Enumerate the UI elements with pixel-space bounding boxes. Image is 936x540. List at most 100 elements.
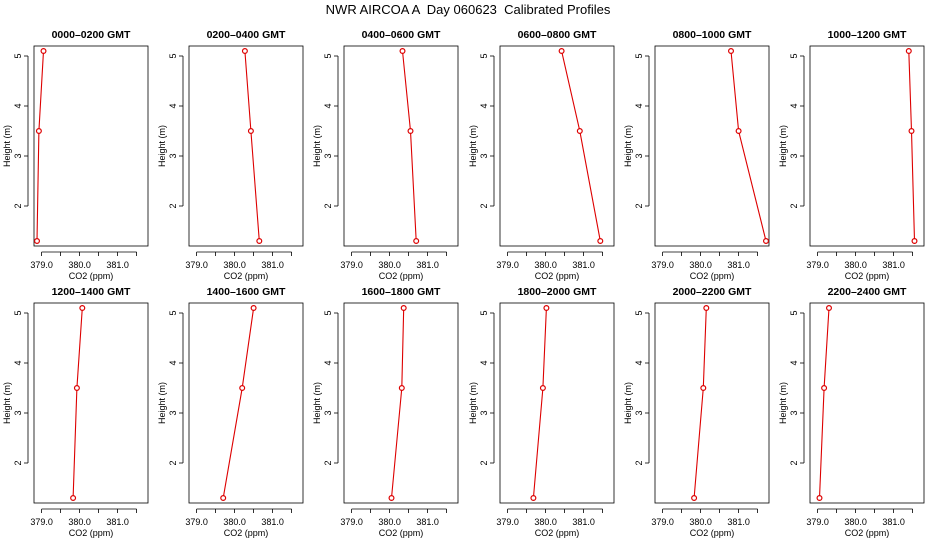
panel-title: 0200–0400 GMT [207,29,286,41]
y-tick-label: 3 [323,410,333,415]
x-tick-label: 381.0 [727,517,750,527]
x-axis-label: CO2 (ppm) [69,528,114,538]
data-point [727,47,734,54]
y-tick-label: 5 [323,53,333,58]
y-tick-label: 5 [168,310,178,315]
y-tick-label: 2 [168,460,178,465]
y-tick-label: 2 [323,460,333,465]
y-tick-label: 5 [479,310,489,315]
x-tick-label: 380.0 [844,260,867,270]
plot-frame [33,45,149,247]
plot-frame [654,45,770,247]
x-axis-label: CO2 (ppm) [379,528,424,538]
y-axis-label: Height (m) [2,382,12,424]
y-tick-label: 5 [789,310,799,315]
x-tick-label: 380.0 [689,260,712,270]
x-axis-label: CO2 (ppm) [535,528,580,538]
data-point [762,238,769,245]
x-tick-label: 381.0 [882,260,905,270]
y-tick-label: 4 [634,360,644,365]
plot-frame [343,45,459,247]
y-tick-label: 2 [634,203,644,208]
x-tick-label: 380.0 [223,517,246,527]
data-point [241,47,248,54]
y-tick-label: 4 [789,103,799,108]
x-tick-label: 379.0 [340,260,363,270]
data-point [825,305,832,312]
data-point [816,495,823,502]
y-axis-label: Height (m) [623,382,633,424]
data-point [220,495,227,502]
plot-frame [499,45,615,247]
y-tick-label: 5 [789,53,799,58]
profile-line [401,50,417,242]
data-point [250,305,257,312]
profile-line [244,50,260,242]
panel-title: 0000–0200 GMT [52,29,131,41]
y-tick-label: 4 [479,360,489,365]
x-axis-label: CO2 (ppm) [690,271,735,281]
panel-title: 1800–2000 GMT [518,286,597,298]
x-tick-label: 379.0 [806,260,829,270]
y-tick-label: 3 [168,153,178,158]
x-tick-label: 379.0 [806,517,829,527]
panel-title: 0400–0600 GMT [362,29,441,41]
x-tick-label: 381.0 [261,517,284,527]
panel-title: 1000–1200 GMT [828,29,907,41]
x-tick-label: 380.0 [844,517,867,527]
panel-title: 1200–1400 GMT [52,286,131,298]
x-tick-label: 380.0 [534,517,557,527]
y-tick-label: 4 [479,103,489,108]
y-tick-label: 3 [479,410,489,415]
x-tick-label: 380.0 [378,260,401,270]
y-axis-label: Height (m) [2,125,12,167]
y-tick-label: 3 [789,410,799,415]
panel-title: 0800–1000 GMT [673,29,752,41]
data-point [539,385,546,392]
profile-line [532,307,547,499]
x-tick-label: 381.0 [416,260,439,270]
profile-line [561,50,601,242]
x-axis-label: CO2 (ppm) [224,271,269,281]
x-tick-label: 380.0 [68,517,91,527]
plot-frame [33,302,149,504]
x-axis-label: CO2 (ppm) [224,528,269,538]
y-tick-label: 5 [323,310,333,315]
data-point [703,305,710,312]
x-tick-label: 381.0 [261,260,284,270]
y-tick-label: 4 [323,360,333,365]
plot-frame [188,302,304,504]
y-tick-label: 3 [789,153,799,158]
y-axis-label: Height (m) [623,125,633,167]
x-tick-label: 379.0 [651,517,674,527]
x-tick-label: 379.0 [185,517,208,527]
panel-title: 2200–2400 GMT [828,286,907,298]
panel-title: 2000–2200 GMT [673,286,752,298]
y-tick-label: 4 [13,360,23,365]
y-tick-label: 3 [168,410,178,415]
x-axis-label: CO2 (ppm) [379,271,424,281]
data-point [905,47,912,54]
y-axis-label: Height (m) [312,382,322,424]
x-tick-label: 379.0 [496,260,519,270]
data-point [558,47,565,54]
x-tick-label: 381.0 [106,517,129,527]
data-point [400,305,407,312]
x-axis-label: CO2 (ppm) [535,271,580,281]
panel-title: 1600–1800 GMT [362,286,441,298]
y-tick-label: 3 [13,153,23,158]
x-tick-label: 379.0 [185,260,208,270]
data-point [388,495,395,502]
x-tick-label: 381.0 [572,260,595,270]
x-tick-label: 380.0 [223,260,246,270]
data-point [700,385,707,392]
y-axis-label: Height (m) [778,125,788,167]
